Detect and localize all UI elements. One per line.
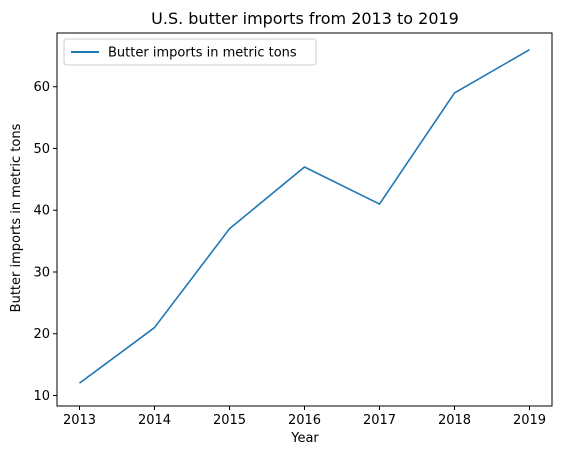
chart-title: U.S. butter imports from 2013 to 2019 bbox=[151, 9, 459, 28]
series-line bbox=[79, 48, 530, 384]
y-tick-label: 20 bbox=[33, 327, 50, 342]
y-axis-label: Butter imports in metric tons bbox=[9, 123, 24, 312]
y-axis: 10 20 30 40 50 60 bbox=[33, 80, 57, 404]
x-axis-label: Year bbox=[290, 431, 319, 446]
y-tick-label: 10 bbox=[33, 389, 50, 404]
y-tick-label: 60 bbox=[33, 80, 50, 95]
x-tick-label: 2013 bbox=[63, 413, 96, 428]
x-axis: 2013 2014 2015 2016 2017 2018 2019 bbox=[63, 406, 546, 428]
x-tick-label: 2017 bbox=[363, 413, 396, 428]
x-tick-label: 2014 bbox=[138, 413, 171, 428]
x-tick-label: 2016 bbox=[288, 413, 321, 428]
x-tick-label: 2019 bbox=[513, 413, 546, 428]
y-tick-label: 30 bbox=[33, 265, 50, 280]
x-tick-label: 2015 bbox=[213, 413, 246, 428]
legend-box bbox=[63, 38, 317, 66]
legend: Butter imports in metric tons bbox=[63, 38, 317, 66]
x-tick-label: 2018 bbox=[438, 413, 471, 428]
y-tick-label: 50 bbox=[33, 142, 50, 157]
series-layer bbox=[79, 48, 530, 384]
legend-entry-label: Butter imports in metric tons bbox=[108, 46, 297, 61]
y-tick-label: 40 bbox=[33, 204, 50, 219]
